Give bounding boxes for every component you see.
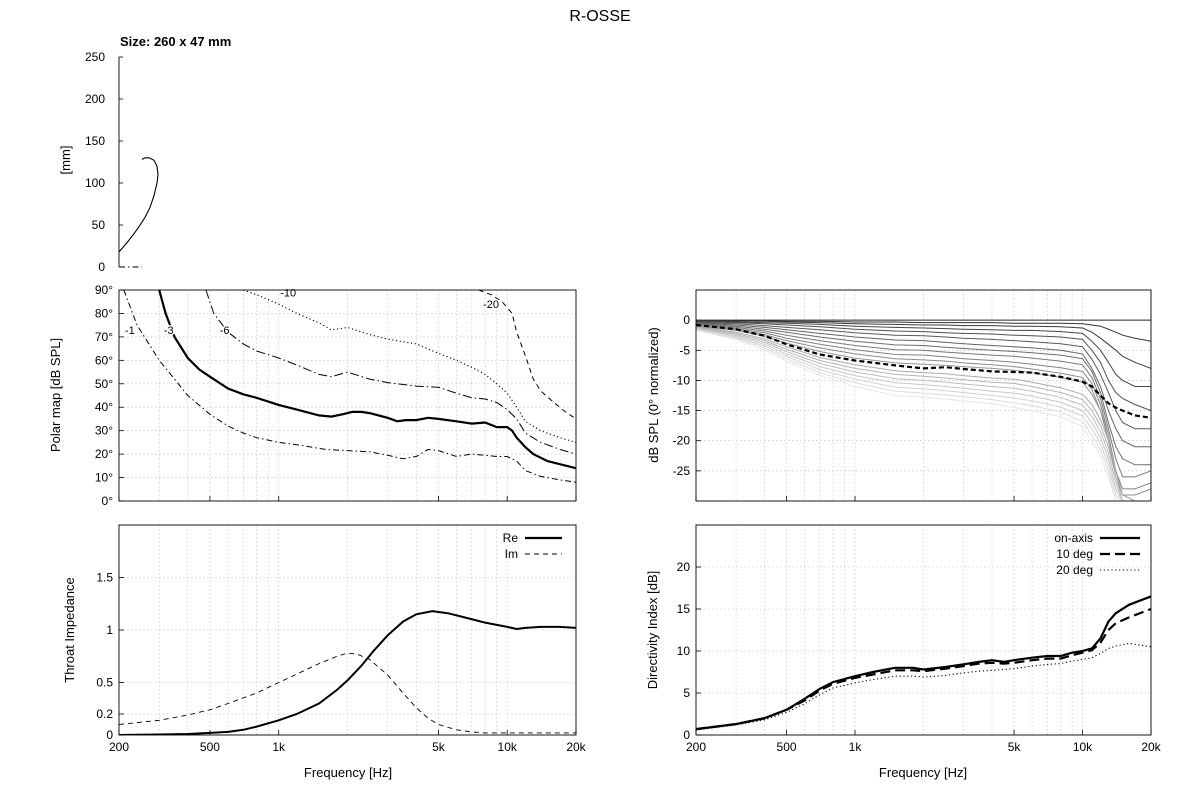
grid bbox=[159, 290, 507, 501]
impedance-plot: 200 500 1k 5k 10k 20k 0 0.2 0.5 1 1.5 Re Im bbox=[96, 525, 586, 754]
x-tick-label: 1k bbox=[272, 740, 286, 754]
contour-line bbox=[206, 290, 576, 454]
y-tick-label: -25 bbox=[673, 464, 691, 478]
impedance-x-label: Frequency [Hz] bbox=[304, 765, 392, 780]
normalized-y-label: dB SPL (0° normalized) bbox=[646, 327, 661, 463]
y-tick-label: 0.2 bbox=[96, 707, 113, 721]
directivity-plot: 200 500 1k 5k 10k 20k 0 5 10 15 20 on-axis 10 deg 20 … bbox=[677, 525, 1162, 754]
x-tick-label: 5k bbox=[432, 740, 446, 754]
impedance-panel: Throat Impedance Frequency [Hz] 200 500 1k… bbox=[62, 525, 587, 780]
chart-title: R-OSSE bbox=[569, 8, 630, 25]
contour-label: -3 bbox=[164, 325, 174, 337]
legend-label: 10 deg bbox=[1056, 547, 1093, 561]
y-tick-label: 60° bbox=[95, 353, 113, 367]
y-tick-label: 250 bbox=[85, 50, 105, 64]
legend-label: Re bbox=[503, 531, 519, 545]
contour-label: -10 bbox=[280, 287, 296, 299]
profile-panel: Size: 260 x 47 mm [mm] 0 50 100 150 200 250 bbox=[58, 34, 231, 274]
horn-profile-line bbox=[119, 158, 158, 252]
x-tick-label: 200 bbox=[686, 740, 706, 754]
profile-size-annotation: Size: 260 x 47 mm bbox=[120, 34, 231, 49]
directivity-panel: Directivity Index [dB] Frequency [Hz] 20… bbox=[645, 525, 1162, 780]
y-tick-label: -20 bbox=[673, 434, 691, 448]
normalized-spl-panel: dB SPL (0° normalized) 0 -5 -10 -15 -20 -25 bbox=[646, 290, 1151, 501]
y-tick-label: 0 bbox=[683, 728, 690, 742]
y-tick-label: 20 bbox=[677, 560, 691, 574]
y-tick-label: 30° bbox=[95, 424, 113, 438]
y-tick-label: 0.5 bbox=[96, 676, 113, 690]
y-tick-label: 100 bbox=[85, 176, 105, 190]
profile-y-label: [mm] bbox=[58, 146, 73, 175]
x-tick-label: 5k bbox=[1008, 740, 1022, 754]
polar-map-y-label: Polar map [dB SPL] bbox=[48, 338, 63, 452]
y-tick-label: 0 bbox=[106, 728, 113, 742]
y-tick-label: -15 bbox=[673, 404, 691, 418]
y-tick-label: 1.5 bbox=[96, 571, 113, 585]
y-tick-label: 90° bbox=[95, 283, 113, 297]
x-tick-label: 10k bbox=[498, 740, 518, 754]
contour-lines bbox=[124, 290, 576, 482]
y-tick-label: -10 bbox=[673, 373, 691, 387]
y-tick-label: 10 bbox=[677, 644, 691, 658]
contour-label: -20 bbox=[483, 299, 499, 311]
contour-label: -6 bbox=[220, 325, 230, 337]
x-tick-label: 20k bbox=[566, 740, 586, 754]
y-tick-label: 15 bbox=[677, 602, 691, 616]
x-tick-label: 10k bbox=[1073, 740, 1093, 754]
y-tick-label: 0 bbox=[98, 260, 105, 274]
polar-map-panel: Polar map [dB SPL] 0° 10° 20° 30° 40° 50° 60° 7… bbox=[48, 283, 576, 508]
contour-line bbox=[159, 290, 576, 468]
legend-label: 20 deg bbox=[1056, 563, 1093, 577]
y-tick-label: 20° bbox=[95, 447, 113, 461]
legend-label: Im bbox=[505, 547, 518, 561]
directivity-y-label: Directivity Index [dB] bbox=[645, 571, 660, 690]
normalized-spl-plot: 0 -5 -10 -15 -20 -25 bbox=[673, 290, 1151, 501]
profile-plot: 0 50 100 150 200 250 bbox=[85, 50, 158, 274]
y-tick-label: 5 bbox=[683, 686, 690, 700]
y-tick-label: 0° bbox=[102, 494, 114, 508]
x-tick-label: 1k bbox=[849, 740, 863, 754]
x-tick-label: 200 bbox=[109, 740, 129, 754]
directivity-x-label: Frequency [Hz] bbox=[879, 765, 967, 780]
contour-line bbox=[124, 290, 576, 482]
legend-label: on-axis bbox=[1054, 531, 1093, 545]
x-tick-label: 500 bbox=[777, 740, 797, 754]
y-tick-label: -5 bbox=[679, 343, 690, 357]
y-tick-label: 80° bbox=[95, 306, 113, 320]
x-tick-label: 500 bbox=[200, 740, 220, 754]
y-tick-label: 10° bbox=[95, 471, 113, 485]
y-tick-label: 70° bbox=[95, 330, 113, 344]
y-tick-label: 150 bbox=[85, 134, 105, 148]
y-tick-label: 40° bbox=[95, 400, 113, 414]
y-tick-label: 1 bbox=[106, 623, 113, 637]
y-tick-label: 50° bbox=[95, 377, 113, 391]
contour-label: -1 bbox=[125, 325, 135, 337]
y-tick-label: 200 bbox=[85, 92, 105, 106]
grid bbox=[736, 525, 1082, 735]
y-tick-label: 0 bbox=[683, 313, 690, 327]
y-tick-label: 50 bbox=[92, 218, 106, 232]
x-tick-label: 20k bbox=[1141, 740, 1161, 754]
impedance-y-label: Throat Impedance bbox=[62, 577, 77, 683]
polar-map-plot: 0° 10° 20° 30° 40° 50° 60° 70° 80° 90° -1 -3 -6 -10 -2… bbox=[95, 283, 576, 508]
